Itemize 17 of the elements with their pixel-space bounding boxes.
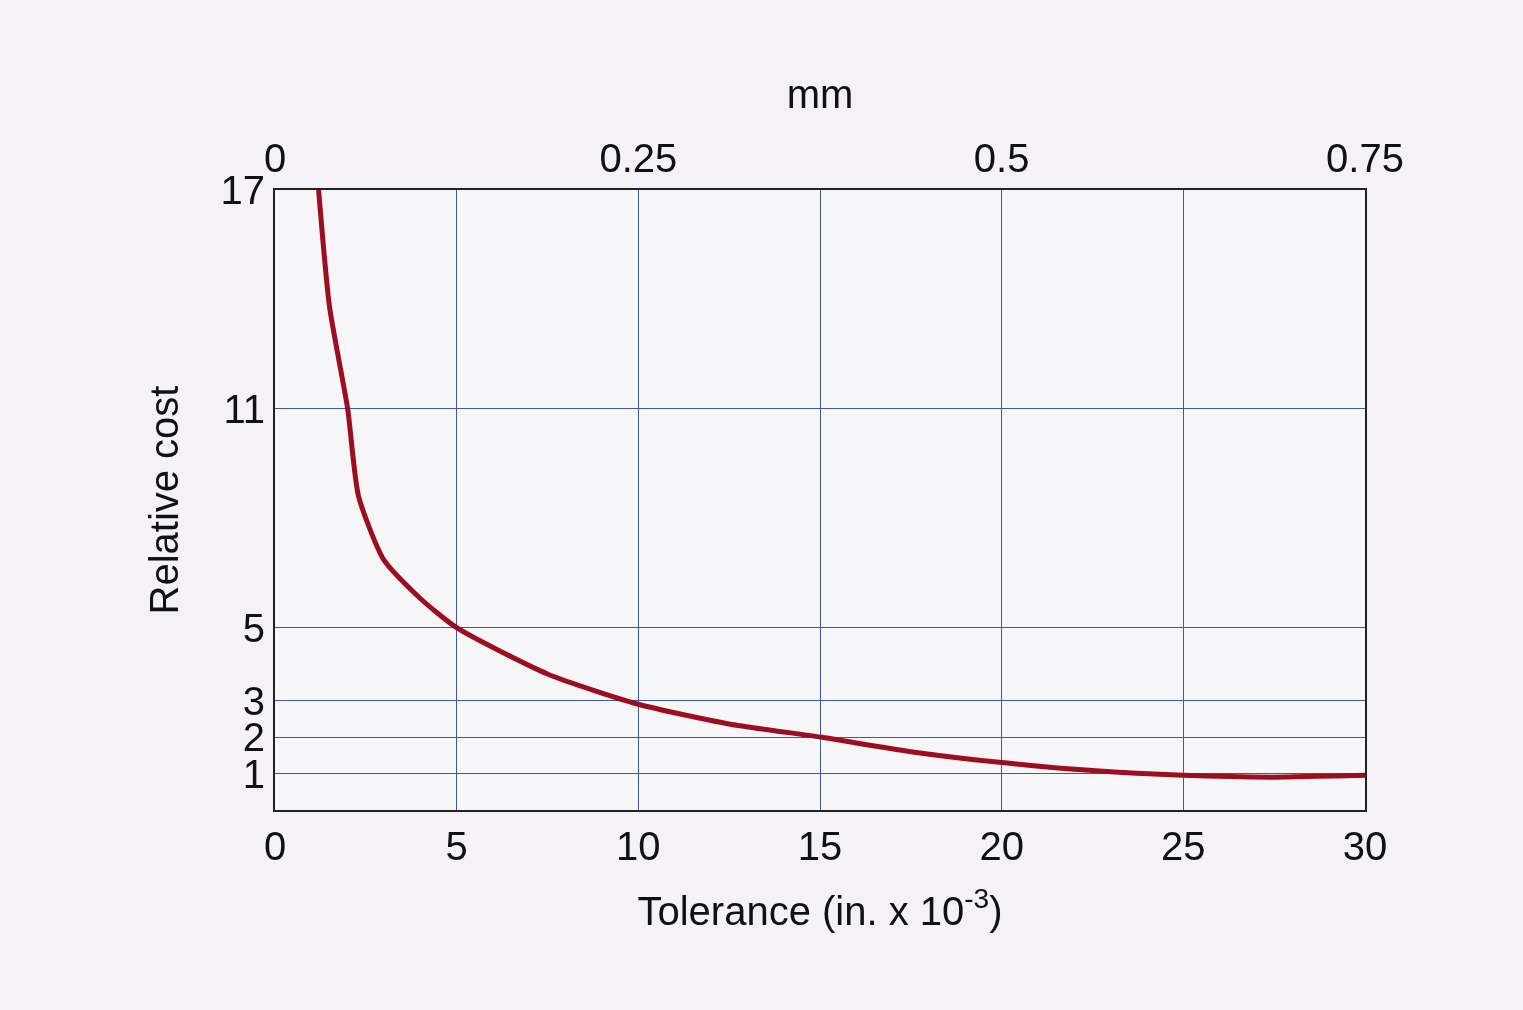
- x-axis-title: Tolerance (in. x 10$^{-3}$): [637, 883, 1003, 933]
- x-tick-label: 0: [263, 824, 287, 868]
- x-tick-label: 15: [797, 824, 843, 868]
- y-tick-label: 17: [220, 168, 265, 212]
- y-axis-title: Relative cost: [141, 385, 186, 615]
- x-tick-label: 5: [445, 824, 468, 868]
- x2-tick-label: 0.75: [1326, 136, 1404, 180]
- x-tick-label: 20: [979, 824, 1024, 868]
- x2-axis-title: mm: [786, 72, 854, 116]
- x-tick-label: 10: [616, 824, 661, 868]
- x-tick-label: 25: [1161, 824, 1206, 868]
- y-tick-label: 5: [242, 605, 265, 650]
- x2-tick-label: 0.5: [973, 136, 1030, 180]
- y-tick-label: 11: [223, 386, 265, 431]
- x2-tick-label: 0.25: [599, 136, 678, 180]
- x2-tick-label: 0: [263, 136, 287, 180]
- x-tick-label: 30: [1342, 824, 1388, 868]
